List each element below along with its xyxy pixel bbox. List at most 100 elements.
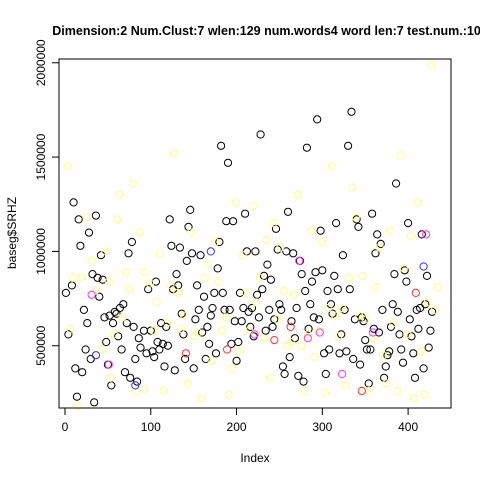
data-point-black (297, 270, 306, 279)
data-point-yellow (66, 324, 75, 333)
data-point-black (223, 158, 233, 167)
data-point-black (222, 217, 231, 226)
data-point-black (100, 313, 109, 322)
data-point-black (278, 362, 287, 371)
data-point-yellow (344, 273, 353, 282)
data-point-yellow (331, 311, 340, 320)
data-point-black (366, 345, 375, 354)
data-point-black (142, 349, 151, 358)
data-point-yellow (334, 332, 343, 341)
data-point-black (146, 326, 155, 335)
data-point-yellow (310, 353, 319, 362)
data-point-yellow (214, 277, 223, 286)
data-point-yellow (125, 285, 134, 294)
data-point-black (127, 237, 136, 247)
data-point-black (378, 305, 387, 314)
data-point-black (67, 281, 77, 290)
data-point-yellow (368, 334, 377, 343)
data-point-black (177, 309, 186, 318)
data-point-black (263, 260, 272, 269)
data-point-yellow (372, 283, 381, 292)
data-point-black (139, 326, 148, 335)
data-point-yellow (180, 311, 189, 320)
data-point-red (181, 349, 190, 358)
data-point-black (237, 317, 246, 326)
data-point-yellow (272, 315, 281, 324)
y-axis-label: baseg$SRHZ (5, 197, 19, 269)
data-point-black (230, 317, 239, 326)
data-point-black (316, 226, 325, 235)
data-point-yellow (82, 213, 91, 222)
data-point-black (191, 315, 200, 324)
x-tick-label: 0 (62, 420, 69, 434)
data-point-yellow (169, 149, 178, 158)
data-point-black (153, 337, 162, 347)
data-point-black (321, 369, 330, 379)
data-point-yellow (149, 326, 158, 335)
data-point-black (150, 353, 159, 362)
data-point-black (215, 237, 224, 247)
data-point-black (131, 354, 140, 364)
data-point-black (338, 251, 347, 260)
points-layer (61, 60, 443, 411)
data-point-yellow (163, 319, 172, 328)
data-point-yellow (106, 373, 115, 382)
data-point-yellow (430, 305, 439, 314)
data-point-black (174, 281, 183, 290)
x-axis-label: Index (240, 451, 269, 465)
data-point-black (81, 345, 90, 354)
data-point-yellow (187, 228, 196, 237)
data-point-black (199, 292, 209, 301)
data-point-black (313, 115, 322, 124)
data-point-black (96, 251, 106, 260)
data-point-black (349, 354, 358, 364)
data-point-yellow (420, 390, 429, 399)
data-point-yellow (286, 337, 295, 347)
data-point-black (270, 315, 279, 324)
data-point-black (110, 307, 119, 316)
data-point-yellow (101, 247, 110, 256)
data-point-black (362, 345, 371, 354)
data-point-yellow (434, 283, 443, 292)
data-point-black (345, 285, 354, 294)
data-point-yellow (204, 260, 213, 269)
data-point-black (335, 349, 344, 358)
data-point-black (160, 362, 169, 371)
data-point-black (333, 285, 342, 294)
y-tick-label: 500000 (34, 325, 48, 365)
data-point-yellow (279, 286, 288, 296)
data-point-black (203, 322, 212, 331)
data-point-yellow (118, 313, 127, 322)
data-point-black (193, 281, 202, 290)
data-point-black (90, 398, 99, 407)
data-point-yellow (231, 198, 240, 207)
y-axis: 500000 1000000 1500000 2000000 (34, 39, 60, 366)
data-point-yellow (348, 183, 357, 192)
data-point-yellow (87, 256, 96, 265)
data-point-black (273, 245, 282, 254)
data-point-yellow (224, 390, 233, 399)
data-point-black (71, 364, 80, 373)
data-point-black (301, 286, 310, 296)
y-tick-label: 1000000 (34, 228, 48, 275)
data-point-black (246, 322, 255, 331)
data-point-yellow (159, 386, 168, 396)
data-point-black (289, 249, 298, 258)
data-point-yellow (235, 347, 244, 356)
data-point-black (393, 307, 402, 316)
data-point-black (309, 313, 318, 322)
data-point-magenta (303, 334, 312, 343)
data-point-black (428, 307, 437, 316)
data-point-black (290, 334, 299, 343)
data-point-black (268, 322, 277, 331)
data-point-black (213, 264, 222, 273)
x-tick-label: 400 (398, 420, 418, 434)
data-point-black (102, 337, 111, 347)
data-point-yellow (379, 351, 388, 360)
data-point-yellow (265, 373, 275, 382)
data-point-black (86, 354, 95, 364)
data-point-magenta (295, 256, 304, 265)
data-point-yellow (300, 386, 309, 396)
data-point-yellow (355, 311, 364, 320)
data-point-black (337, 330, 346, 339)
